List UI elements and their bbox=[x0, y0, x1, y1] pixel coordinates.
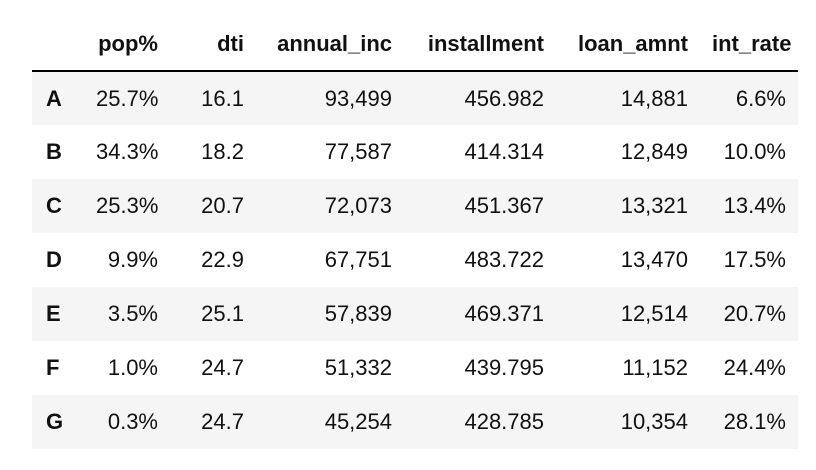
cell-dti: 20.7 bbox=[201, 193, 244, 218]
table-row: A 25.7% 16.1 93,499 456.982 14,881 6.6% bbox=[32, 71, 798, 125]
row-index-label: D bbox=[46, 247, 62, 272]
cell-installment: 439.795 bbox=[464, 355, 544, 380]
cell-pop: 1.0% bbox=[107, 355, 158, 380]
cell-loan-amnt: 12,849 bbox=[620, 139, 688, 164]
cell-installment: 483.722 bbox=[464, 247, 544, 272]
row-index-label: C bbox=[46, 193, 62, 218]
cell-installment: 414.314 bbox=[464, 139, 544, 164]
cell-int-rate: 6.6% bbox=[735, 85, 786, 111]
cell-annual-inc: 57,839 bbox=[324, 301, 392, 326]
cell-annual-inc: 93,499 bbox=[324, 85, 392, 111]
cell-dti: 16.1 bbox=[201, 85, 244, 111]
row-index-label: F bbox=[46, 355, 60, 380]
cell-int-rate: 13.4% bbox=[723, 193, 786, 218]
table-row: E 3.5% 25.1 57,839 469.371 12,514 20.7% bbox=[32, 287, 798, 341]
loan-grade-table: pop% dti annual_inc installment loan_amn… bbox=[32, 18, 798, 449]
cell-pop: 3.5% bbox=[107, 301, 158, 326]
cell-annual-inc: 67,751 bbox=[324, 247, 392, 272]
cell-installment: 469.371 bbox=[464, 301, 544, 326]
header-installment: installment bbox=[404, 18, 556, 72]
cell-pop: 9.9% bbox=[107, 247, 158, 272]
cell-int-rate: 24.4% bbox=[723, 355, 786, 380]
cell-annual-inc: 45,254 bbox=[324, 409, 392, 434]
row-index-label: E bbox=[46, 301, 61, 326]
cell-installment: 456.982 bbox=[464, 85, 544, 111]
cell-annual-inc: 51,332 bbox=[324, 355, 392, 380]
header-int-rate: int_rate bbox=[700, 18, 798, 72]
cell-dti: 18.2 bbox=[201, 139, 244, 164]
cell-installment: 451.367 bbox=[464, 193, 544, 218]
index-header bbox=[32, 18, 84, 72]
cell-pop: 34.3% bbox=[96, 139, 159, 164]
cell-pop: 25.3% bbox=[96, 193, 159, 218]
table-row: B 34.3% 18.2 77,587 414.314 12,849 10.0% bbox=[32, 125, 798, 179]
cell-int-rate: 10.0% bbox=[723, 139, 786, 164]
cell-dti: 25.1 bbox=[201, 301, 244, 326]
cell-dti: 24.7 bbox=[201, 355, 244, 380]
cell-dti: 24.7 bbox=[201, 409, 244, 434]
cell-pop: 25.7% bbox=[96, 85, 159, 111]
row-index-label: G bbox=[46, 409, 64, 434]
table-row: D 9.9% 22.9 67,751 483.722 13,470 17.5% bbox=[32, 233, 798, 287]
row-index-label: B bbox=[46, 139, 62, 164]
header-annual-inc: annual_inc bbox=[256, 18, 404, 72]
cell-int-rate: 28.1% bbox=[723, 409, 786, 434]
cell-loan-amnt: 11,152 bbox=[622, 355, 688, 380]
cell-loan-amnt: 13,321 bbox=[620, 193, 688, 218]
table-row: C 25.3% 20.7 72,073 451.367 13,321 13.4% bbox=[32, 179, 798, 233]
cell-pop: 0.3% bbox=[107, 409, 158, 434]
cell-int-rate: 20.7% bbox=[723, 301, 786, 326]
cell-int-rate: 17.5% bbox=[723, 247, 786, 272]
header-pop: pop% bbox=[84, 18, 170, 72]
table-header: pop% dti annual_inc installment loan_amn… bbox=[32, 18, 798, 72]
table-row: F 1.0% 24.7 51,332 439.795 11,152 24.4% bbox=[32, 341, 798, 395]
header-loan-amnt: loan_amnt bbox=[556, 18, 700, 72]
cell-installment: 428.785 bbox=[464, 409, 544, 434]
row-index-label: A bbox=[46, 85, 62, 111]
cell-loan-amnt: 14,881 bbox=[620, 85, 688, 111]
table-row: G 0.3% 24.7 45,254 428.785 10,354 28.1% bbox=[32, 395, 798, 449]
cell-loan-amnt: 12,514 bbox=[620, 301, 688, 326]
header-dti: dti bbox=[170, 18, 256, 72]
cell-annual-inc: 77,587 bbox=[324, 139, 392, 164]
cell-dti: 22.9 bbox=[201, 247, 244, 272]
cell-loan-amnt: 10,354 bbox=[620, 409, 688, 434]
header-row: pop% dti annual_inc installment loan_amn… bbox=[32, 18, 798, 72]
cell-loan-amnt: 13,470 bbox=[620, 247, 688, 272]
table-body: A 25.7% 16.1 93,499 456.982 14,881 6.6% B 34.3% 1… bbox=[32, 71, 798, 449]
cell-annual-inc: 72,073 bbox=[324, 193, 392, 218]
